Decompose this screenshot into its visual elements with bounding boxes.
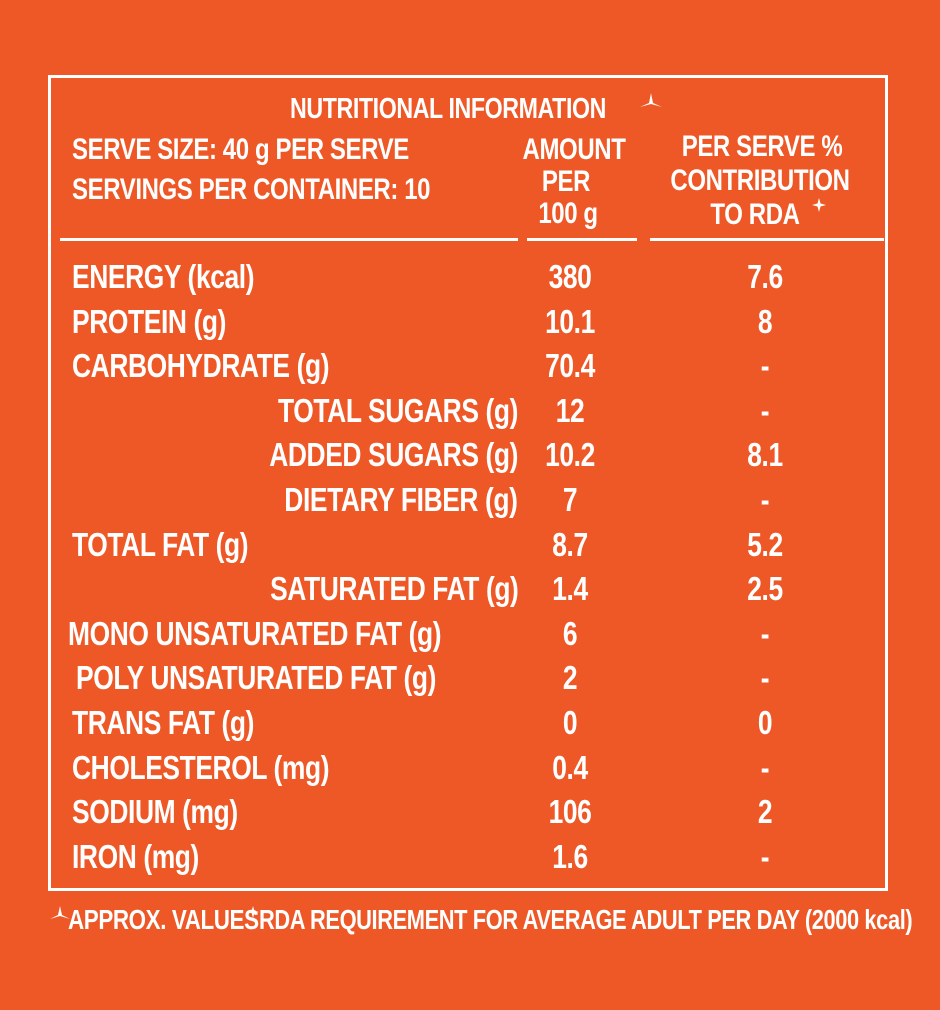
amount-value: 106: [548, 793, 592, 831]
servings: SERVINGS PER CONTAINER: 10: [72, 173, 431, 206]
amount-value: 0.4: [552, 748, 588, 786]
rule: [60, 238, 518, 241]
row-label: CHOLESTEROL (mg): [72, 748, 330, 786]
amount-value: 6: [562, 614, 578, 652]
amount-value: 12: [555, 391, 585, 429]
rda-icon: [812, 198, 826, 212]
row-label: ENERGY (kcal): [72, 258, 255, 295]
row-label: TOTAL FAT (g): [72, 525, 249, 563]
rda-value: -: [760, 614, 770, 652]
title: NUTRITIONAL INFORMATION: [290, 93, 606, 125]
footer-approx: APPROX. VALUES: [68, 904, 259, 935]
rda-value: 7.6: [747, 258, 783, 295]
serve-size: SERVE SIZE: 40 g PER SERVE: [72, 133, 409, 166]
amount-value: 10.1: [545, 302, 595, 340]
column-header: PER SERVE %: [681, 130, 843, 163]
rda-value: -: [760, 748, 770, 786]
rda-value: -: [760, 481, 770, 518]
row-label: TOTAL SUGARS (g): [278, 391, 518, 429]
row-label: DIETARY FIBER (g): [284, 481, 519, 518]
approx-icon: [640, 93, 662, 107]
rda-value: -: [760, 347, 770, 385]
rda-icon: [247, 906, 259, 918]
row-label: SATURATED FAT (g): [269, 570, 519, 608]
column-header: PER: [541, 165, 591, 198]
amount-value: 0: [562, 704, 578, 741]
rule: [650, 238, 884, 241]
approx-icon: [50, 906, 70, 919]
amount-value: 7: [562, 481, 578, 518]
rda-value: 5.2: [747, 525, 783, 563]
row-label: SODIUM (mg): [72, 793, 238, 831]
amount-value: 2: [562, 659, 578, 697]
amount-value: 8.7: [552, 525, 588, 563]
amount-value: 70.4: [545, 347, 595, 385]
row-label: CARBOHYDRATE (g): [72, 347, 330, 385]
footer-rda: RDA REQUIREMENT FOR AVERAGE ADULT PER DA…: [259, 904, 913, 935]
row-label: MONO UNSATURATED FAT (g): [68, 614, 442, 652]
column-header: 100 g: [538, 197, 598, 230]
rda-value: 8.1: [747, 436, 783, 474]
column-header: AMOUNT: [522, 133, 626, 166]
amount-value: 1.6: [552, 837, 588, 875]
rda-value: -: [760, 391, 770, 429]
rda-value: -: [760, 659, 770, 697]
column-header: TO RDA: [710, 198, 800, 231]
column-header: CONTRIBUTION: [670, 164, 850, 197]
row-label: POLY UNSATURATED FAT (g): [76, 659, 436, 697]
rda-value: 2: [757, 793, 773, 831]
border: [48, 75, 888, 891]
rule: [527, 238, 637, 241]
row-label: TRANS FAT (g): [72, 704, 255, 741]
amount-value: 1.4: [552, 570, 588, 608]
rda-value: 0: [757, 704, 773, 741]
amount-value: 10.2: [545, 436, 595, 474]
rda-value: 8: [757, 302, 773, 340]
rda-value: -: [760, 837, 770, 875]
rda-value: 2.5: [747, 570, 783, 608]
row-label: IRON (mg): [72, 837, 199, 875]
row-label: ADDED SUGARS (g): [269, 436, 518, 474]
amount-value: 380: [548, 258, 592, 295]
row-label: PROTEIN (g): [72, 302, 226, 340]
